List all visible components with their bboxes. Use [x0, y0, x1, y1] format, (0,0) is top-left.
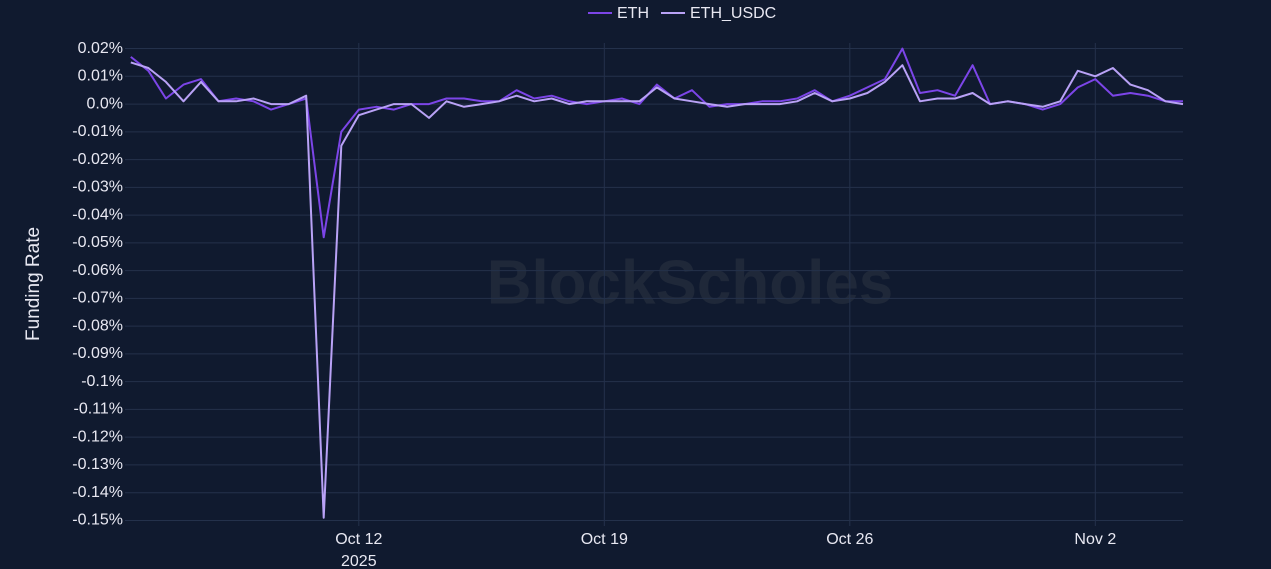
y-tick-label: -0.09% [72, 345, 123, 362]
grid [125, 43, 1183, 526]
y-tick-label: 0.01% [78, 68, 123, 85]
legend-label: ETH [617, 5, 649, 22]
y-tick-label: -0.01% [72, 123, 123, 140]
y-tick-label: -0.14% [72, 484, 123, 501]
watermark: BlockScholes [487, 248, 894, 317]
series-line [130, 47, 1183, 239]
y-tick-label: -0.02% [72, 151, 123, 168]
y-tick-label: -0.04% [72, 206, 123, 223]
y-tick-label: -0.13% [72, 456, 123, 473]
legend-label: ETH_USDC [690, 5, 776, 22]
y-tick-label: -0.11% [73, 401, 123, 418]
y-tick-label: -0.12% [72, 428, 123, 445]
y-tick-label: 0.02% [78, 40, 123, 57]
y-tick-label: 0.0% [87, 95, 123, 112]
x-tick-label: Oct 19 [581, 531, 628, 548]
x-tick-label: Oct 26 [826, 531, 873, 548]
y-tick-label: -0.06% [72, 262, 123, 279]
x-tick-label: Nov 2 [1074, 531, 1116, 548]
y-tick-label: -0.1% [81, 373, 123, 390]
y-tick-label: -0.07% [72, 290, 123, 307]
series-line [130, 61, 1184, 519]
x-tick-label: Oct 12 2025 [335, 531, 382, 569]
y-tick-label: -0.03% [72, 179, 123, 196]
y-tick-label: -0.08% [72, 317, 123, 334]
y-axis-label: Funding Rate [23, 227, 44, 341]
y-tick-label: -0.15% [72, 512, 123, 529]
y-tick-label: -0.05% [72, 234, 123, 251]
